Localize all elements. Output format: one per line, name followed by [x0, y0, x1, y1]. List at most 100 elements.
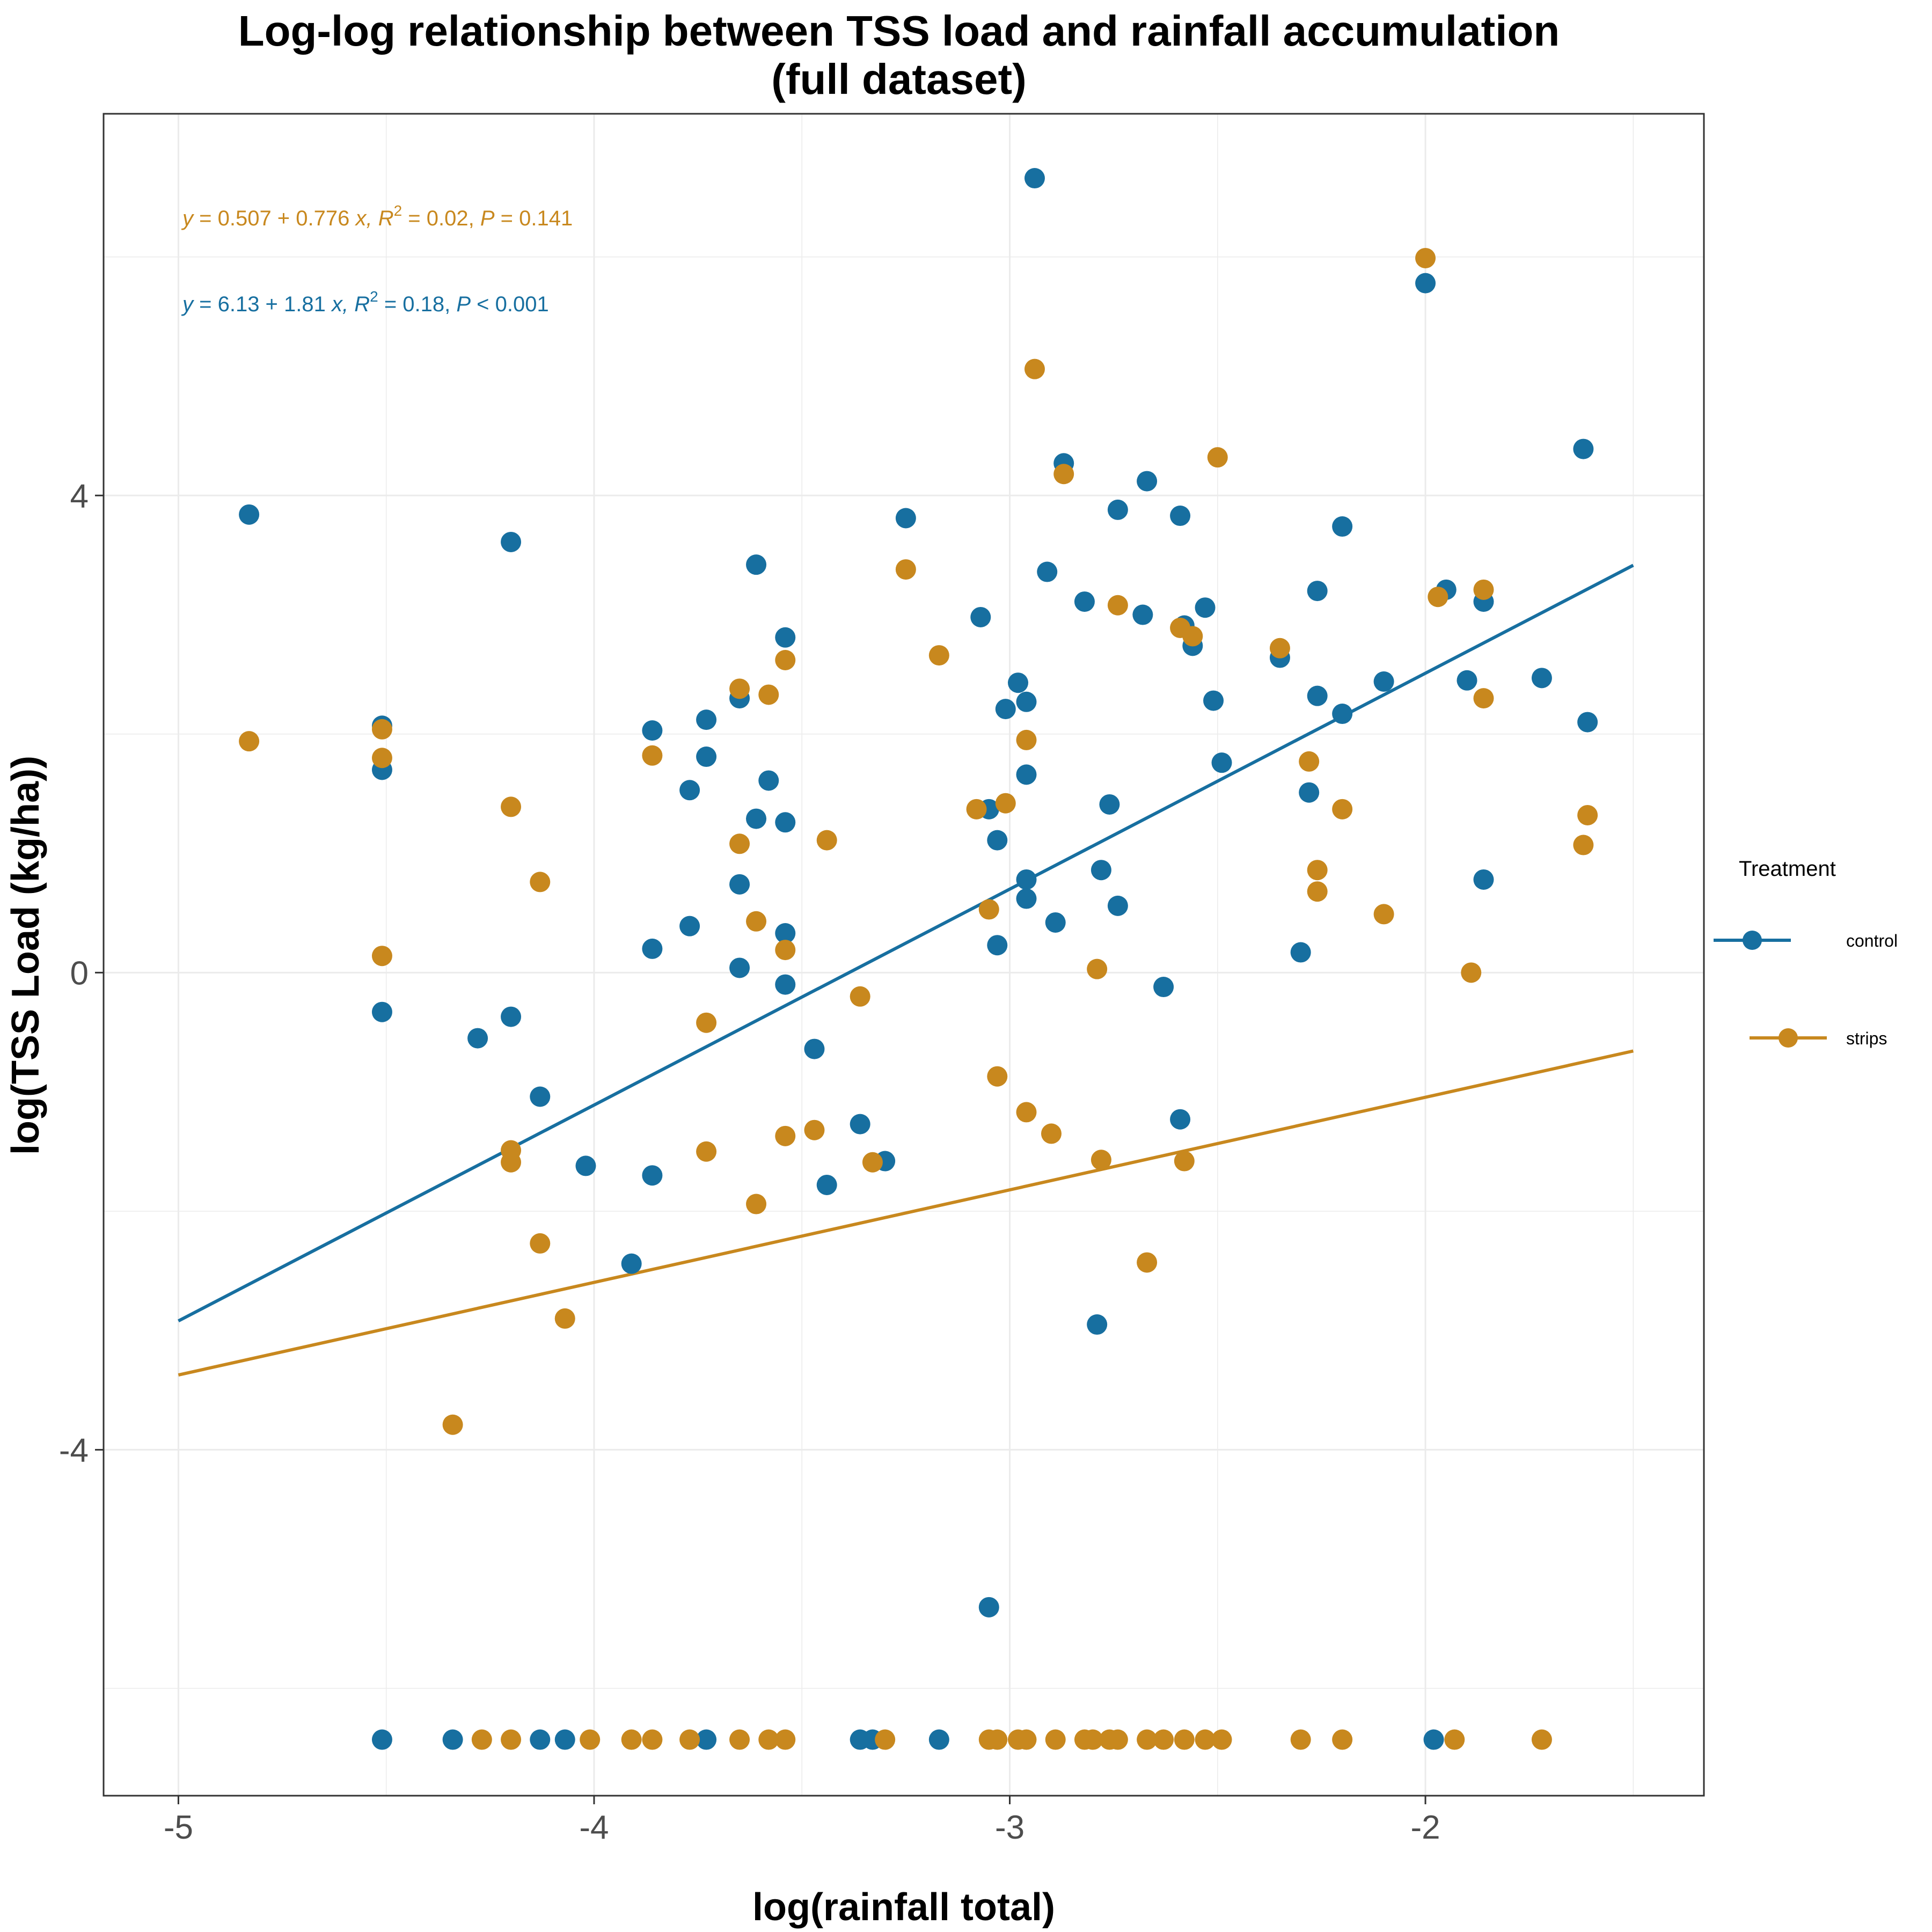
point-strips-16	[746, 911, 767, 932]
point-control-45	[1037, 561, 1058, 582]
point-control-22	[758, 770, 779, 791]
eq-control-sup: 2	[370, 288, 378, 305]
point-control-23	[775, 627, 796, 648]
point-strips-37	[1087, 958, 1108, 979]
x-tick-label-2: -3	[995, 1809, 1024, 1846]
point-control-13	[679, 780, 700, 801]
point-control-84	[696, 1729, 717, 1750]
point-strips-21	[775, 1125, 796, 1146]
point-control-78	[1573, 438, 1594, 459]
point-control-9	[621, 1253, 642, 1274]
point-strips-39	[1107, 595, 1128, 616]
grid-major	[104, 114, 1704, 1796]
legend-title: Treatment	[1739, 857, 1836, 881]
point-control-69	[1332, 516, 1353, 537]
point-control-39	[1008, 672, 1028, 693]
point-strips-65	[758, 1729, 779, 1750]
x-axis-title: log(rainfall total)	[752, 1886, 1055, 1929]
eq-control-a: = 6.13 + 1.81	[193, 292, 332, 316]
legend-label-control: control	[1846, 931, 1898, 950]
point-control-25	[775, 923, 796, 943]
eq-control-r2: = 0.18,	[378, 292, 457, 316]
point-control-7	[530, 1086, 551, 1107]
point-strips-71	[1016, 1729, 1037, 1750]
point-control-62	[1211, 752, 1232, 773]
point-control-67	[1307, 581, 1328, 602]
point-strips-61	[621, 1729, 642, 1750]
point-control-20	[746, 554, 767, 575]
point-strips-28	[966, 799, 987, 819]
point-strips-77	[1137, 1729, 1158, 1750]
point-control-55	[1132, 604, 1153, 625]
point-control-56	[1153, 977, 1174, 998]
point-control-26	[775, 974, 796, 995]
plot-border	[103, 113, 1705, 1797]
point-strips-50	[1373, 904, 1394, 925]
point-strips-32	[1016, 729, 1037, 750]
point-strips-60	[580, 1729, 601, 1750]
point-strips-81	[1211, 1729, 1232, 1750]
point-control-14	[679, 916, 700, 936]
point-strips-10	[554, 1308, 575, 1329]
point-strips-15	[729, 833, 750, 854]
plot-panel	[104, 114, 1704, 1796]
y-tick-label-1: 0	[70, 955, 89, 992]
point-control-48	[1074, 591, 1095, 612]
point-control-37	[978, 1597, 999, 1618]
point-strips-85	[1531, 1729, 1552, 1750]
point-strips-23	[816, 830, 837, 851]
point-control-35	[987, 830, 1008, 851]
point-strips-19	[775, 649, 796, 670]
point-control-33	[970, 606, 991, 627]
point-strips-52	[1428, 587, 1448, 608]
point-strips-55	[1473, 688, 1494, 709]
point-strips-74	[1082, 1729, 1103, 1750]
point-strips-46	[1299, 751, 1320, 772]
grid-minor	[104, 114, 1704, 1796]
point-control-15	[696, 709, 717, 730]
point-strips-17	[746, 1194, 767, 1214]
eq-control-r2label: , R	[342, 292, 370, 316]
point-strips-24	[850, 986, 870, 1007]
point-control-74	[1457, 670, 1477, 691]
eq-strips-pval: = 0.141	[495, 207, 573, 230]
point-control-51	[1099, 794, 1120, 815]
point-control-72	[1415, 273, 1436, 294]
point-control-11	[642, 938, 663, 959]
point-control-50	[1091, 860, 1111, 881]
x-tick-label-3: -2	[1410, 1809, 1440, 1846]
equation-strips: y = 0.507 + 0.776 x, R2 = 0.02, P = 0.14…	[181, 202, 573, 230]
point-control-46	[1045, 912, 1066, 933]
point-control-28	[816, 1174, 837, 1195]
point-strips-67	[875, 1729, 896, 1750]
legend-key-point-strips	[1779, 1028, 1798, 1048]
legend-key-point-control	[1743, 931, 1762, 950]
points-layer	[239, 168, 1598, 1750]
point-strips-13	[696, 1141, 717, 1162]
point-strips-22	[804, 1119, 825, 1140]
x-axis: -5 -4 -3 -2	[164, 1796, 1440, 1846]
point-strips-4	[442, 1414, 463, 1435]
point-control-70	[1332, 704, 1353, 724]
point-control-54	[1137, 471, 1158, 492]
point-control-61	[1203, 690, 1224, 711]
eq-strips-a: = 0.507 + 0.776	[193, 207, 355, 230]
point-control-31	[895, 508, 916, 529]
point-control-77	[1531, 668, 1552, 689]
point-strips-27	[928, 645, 949, 666]
point-control-83	[554, 1729, 575, 1750]
chart-title-line-1: Log-log relationship between TSS load an…	[238, 7, 1560, 55]
point-strips-79	[1174, 1729, 1195, 1750]
point-strips-35	[1041, 1123, 1062, 1144]
point-strips-25	[862, 1152, 883, 1173]
fit-line-control	[178, 564, 1634, 1323]
point-control-60	[1195, 597, 1216, 618]
point-strips-2	[371, 748, 392, 769]
point-strips-30	[987, 1066, 1008, 1087]
point-strips-31	[995, 793, 1016, 814]
y-axis: -4 0 4	[59, 478, 104, 1469]
point-control-41	[1016, 764, 1037, 785]
point-control-65	[1290, 942, 1311, 963]
point-control-8	[575, 1155, 596, 1176]
